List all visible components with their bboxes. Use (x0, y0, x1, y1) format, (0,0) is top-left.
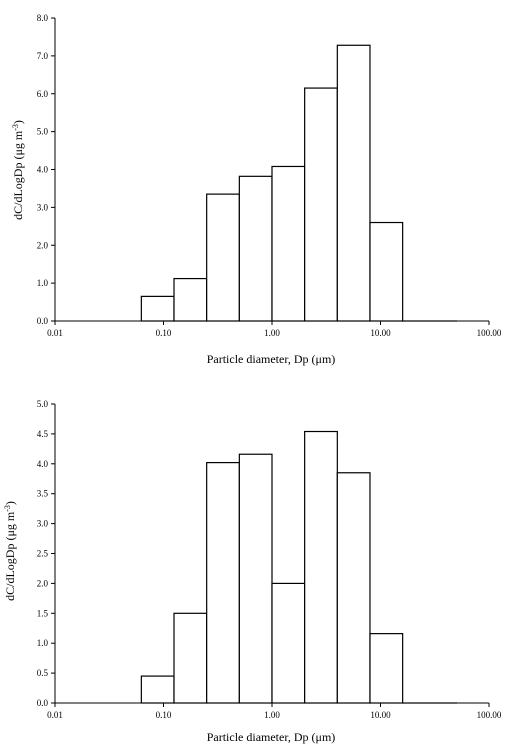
x-tick-label: 1.00 (264, 328, 280, 338)
histogram-bar (271, 165, 306, 322)
x-tick-label: 0.10 (156, 328, 172, 338)
x-tick-label: 100.00 (477, 710, 502, 720)
y-tick-label: 3.0 (37, 519, 49, 529)
histogram-bar (369, 221, 404, 322)
y-tick-label: 2.0 (37, 578, 49, 588)
y-tick-label: 1.0 (37, 638, 49, 648)
y-tick-label: 7.0 (37, 51, 49, 61)
y-tick-label: 2.5 (37, 549, 49, 559)
x-axis-label: Particle diameter, Dp (μm) (207, 730, 336, 744)
histogram-bar (238, 175, 273, 322)
histogram-bar (336, 472, 371, 704)
y-tick-label: 5.0 (37, 399, 49, 409)
histogram-bar (369, 633, 404, 704)
x-tick-label: 100.00 (477, 328, 502, 338)
histogram-chart-bottom: dC/dLogDp (μg m-3) Particle diameter, Dp… (3, 399, 502, 744)
histogram-bar (304, 430, 338, 704)
y-tick-label: 8.0 (37, 13, 49, 23)
histogram-bar (206, 193, 240, 322)
y-axis-label: dC/dLogDp (μg m-3) (11, 120, 26, 220)
y-tick-label: 3.0 (37, 202, 49, 212)
x-tick-label: 1.00 (264, 710, 280, 720)
y-tick-label: 5.0 (37, 127, 49, 137)
histogram-bar (206, 462, 240, 704)
histogram-bar (336, 44, 371, 322)
histogram-bar (140, 675, 175, 704)
histogram-bar (271, 582, 306, 704)
y-tick-label: 3.5 (37, 489, 49, 499)
x-tick-label: 0.01 (47, 328, 63, 338)
y-tick-label: 4.0 (37, 165, 49, 175)
y-tick-label: 1.0 (37, 278, 49, 288)
x-tick-label: 0.10 (156, 710, 172, 720)
histogram-bar (140, 295, 175, 322)
histogram-bar (304, 87, 338, 322)
histogram-chart-top: dC/dLogDp (μg m-3) Particle diameter, Dp… (11, 13, 502, 366)
x-tick-label: 10.00 (370, 710, 391, 720)
y-tick-label: 0.0 (37, 698, 49, 708)
x-tick-label: 10.00 (370, 328, 391, 338)
y-tick-label: 2.0 (37, 240, 49, 250)
y-axis-label: dC/dLogDp (μg m-3) (3, 501, 18, 601)
x-tick-label: 0.01 (47, 710, 63, 720)
y-tick-label: 6.0 (37, 89, 49, 99)
y-tick-label: 0.5 (37, 668, 49, 678)
y-tick-label: 4.0 (37, 459, 49, 469)
x-axis-label: Particle diameter, Dp (μm) (207, 352, 336, 366)
histogram-bar (173, 612, 208, 704)
histogram-bar (238, 453, 273, 704)
y-tick-label: 4.5 (37, 429, 49, 439)
y-tick-label: 0.0 (37, 316, 49, 326)
y-tick-label: 1.5 (37, 608, 49, 618)
histogram-bar (173, 277, 208, 322)
